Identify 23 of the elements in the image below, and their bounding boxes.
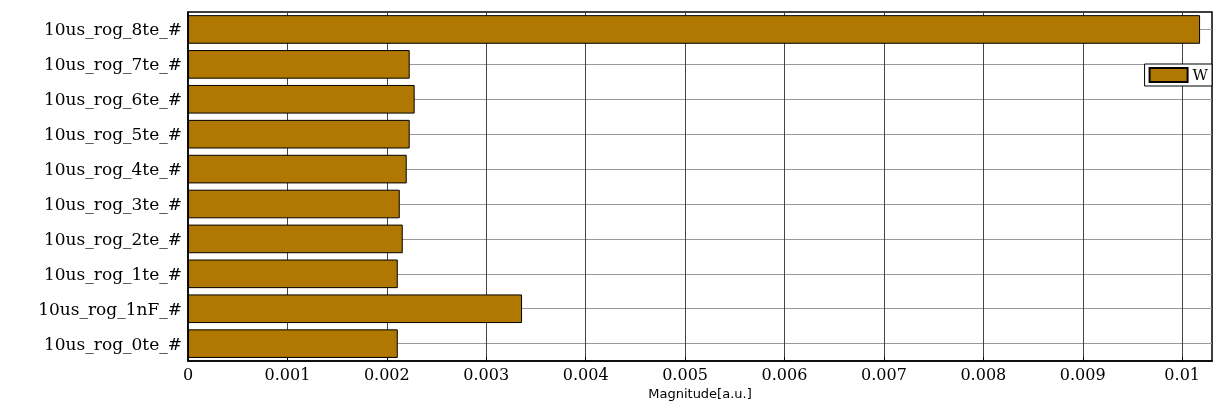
y-tick-label: 10us_rog_3te_# — [43, 194, 182, 215]
y-tick-label: 10us_rog_6te_# — [43, 89, 182, 110]
y-tick-label: 10us_rog_1nF_# — [38, 298, 182, 319]
x-tick-label: 0 — [182, 364, 194, 384]
x-axis-title: Magnitude[a.u.] — [648, 386, 752, 401]
y-tick-label: 10us_rog_8te_# — [43, 19, 182, 40]
x-tick-label: 0.001 — [264, 364, 311, 384]
y-tick-label: 10us_rog_0te_# — [43, 333, 182, 354]
x-tick-label: 0.002 — [363, 364, 410, 384]
legend-label: W — [1192, 66, 1209, 84]
x-tick-label: 0.01 — [1164, 364, 1200, 384]
x-tick-label: 0.007 — [861, 364, 907, 384]
y-tick-label: 10us_rog_4te_# — [43, 159, 182, 180]
y-tick-label: 10us_rog_1te_# — [43, 263, 182, 284]
x-tick-label: 0.004 — [562, 364, 609, 384]
y-tick-label: 10us_rog_2te_# — [43, 228, 182, 249]
y-tick-label: 10us_rog_7te_# — [43, 54, 182, 75]
x-tick-label: 0.009 — [1059, 364, 1106, 384]
x-tick-label: 0.006 — [761, 364, 808, 384]
x-tick-label: 0.005 — [662, 364, 708, 384]
y-tick-label: 10us_rog_5te_# — [43, 124, 182, 145]
x-tick-label: 0.008 — [960, 364, 1007, 384]
x-tick-label: 0.003 — [463, 364, 510, 384]
